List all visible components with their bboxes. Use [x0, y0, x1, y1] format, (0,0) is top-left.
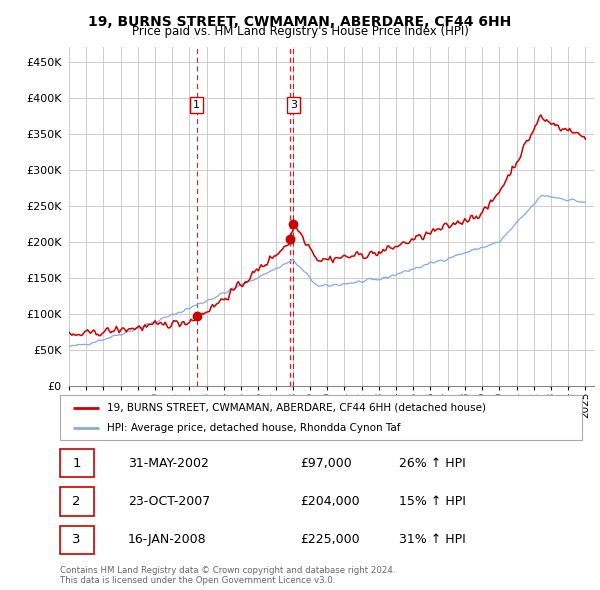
Text: 19, BURNS STREET, CWMAMAN, ABERDARE, CF44 6HH (detached house): 19, BURNS STREET, CWMAMAN, ABERDARE, CF4… — [107, 403, 486, 412]
Text: 2: 2 — [73, 495, 81, 508]
Text: 16-JAN-2008: 16-JAN-2008 — [128, 533, 206, 546]
Text: 31% ↑ HPI: 31% ↑ HPI — [400, 533, 466, 546]
Text: £204,000: £204,000 — [300, 495, 360, 508]
FancyBboxPatch shape — [60, 487, 94, 516]
Text: 1: 1 — [73, 457, 81, 470]
Text: Price paid vs. HM Land Registry's House Price Index (HPI): Price paid vs. HM Land Registry's House … — [131, 25, 469, 38]
Text: Contains HM Land Registry data © Crown copyright and database right 2024.
This d: Contains HM Land Registry data © Crown c… — [60, 566, 395, 585]
FancyBboxPatch shape — [60, 449, 94, 477]
Text: 3: 3 — [290, 100, 297, 110]
Text: 23-OCT-2007: 23-OCT-2007 — [128, 495, 210, 508]
Text: 15% ↑ HPI: 15% ↑ HPI — [400, 495, 466, 508]
Point — [289, 219, 298, 229]
FancyBboxPatch shape — [60, 526, 94, 554]
Text: 3: 3 — [73, 533, 81, 546]
Text: 19, BURNS STREET, CWMAMAN, ABERDARE, CF44 6HH: 19, BURNS STREET, CWMAMAN, ABERDARE, CF4… — [88, 15, 512, 29]
Text: 1: 1 — [193, 100, 200, 110]
Text: 26% ↑ HPI: 26% ↑ HPI — [400, 457, 466, 470]
Text: HPI: Average price, detached house, Rhondda Cynon Taf: HPI: Average price, detached house, Rhon… — [107, 424, 400, 434]
Text: £225,000: £225,000 — [300, 533, 360, 546]
Text: £97,000: £97,000 — [300, 457, 352, 470]
Text: 31-MAY-2002: 31-MAY-2002 — [128, 457, 209, 470]
Point — [192, 312, 202, 321]
FancyBboxPatch shape — [60, 395, 582, 440]
Point — [285, 234, 295, 244]
